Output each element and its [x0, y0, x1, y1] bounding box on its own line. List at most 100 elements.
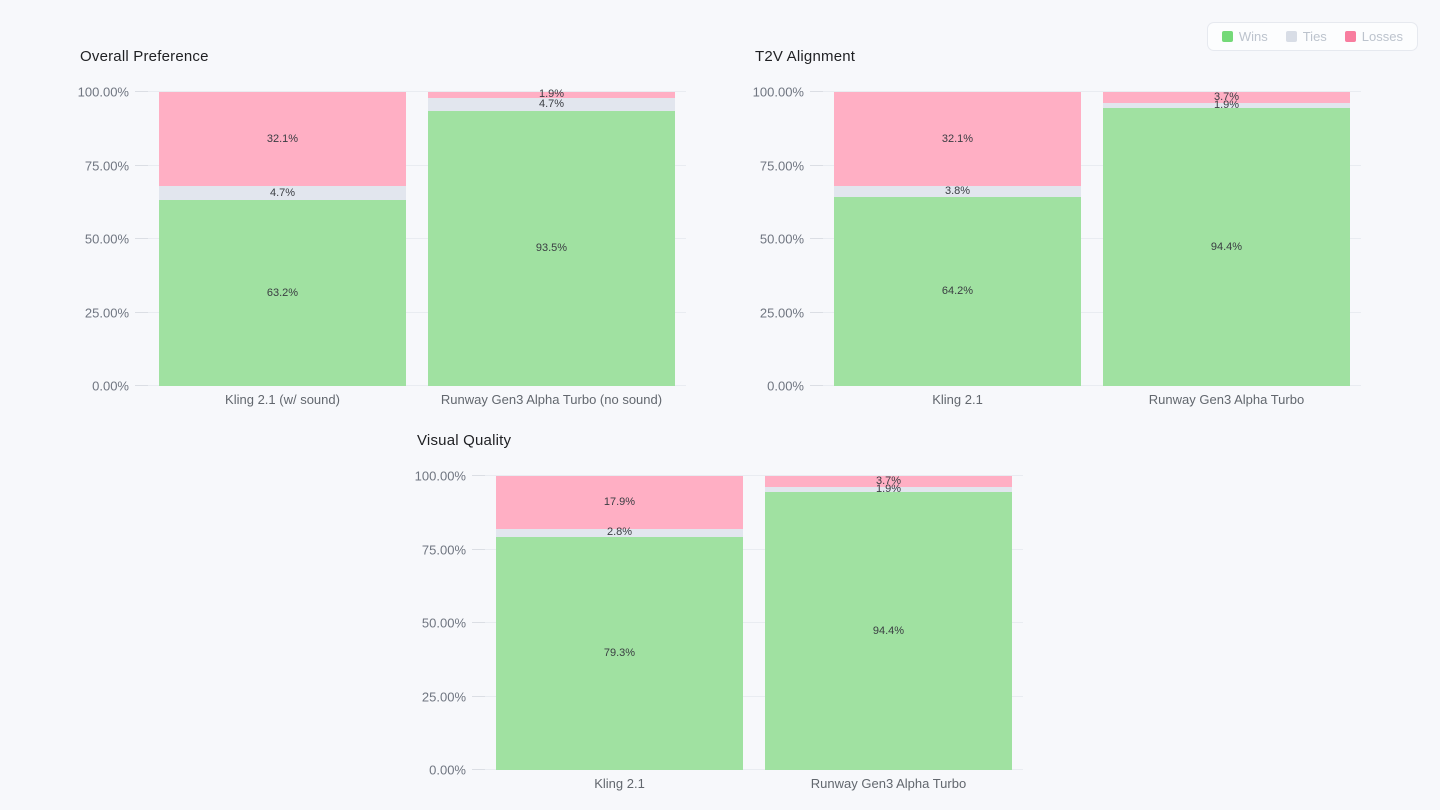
gridline [148, 385, 686, 386]
bar-slots: 32.1% 4.7% 63.2% 1.9% 4.7% 93.5% [148, 89, 686, 386]
gridline [823, 385, 1361, 386]
bar-slot: 3.7% 1.9% 94.4% [754, 474, 1023, 770]
y-axis-tick [472, 769, 485, 770]
chart-t2v-alignment: T2V Alignment 0.00% 25.00% 50.00% 75.00% 100… [735, 48, 1361, 407]
legend-label-ties: Ties [1302, 29, 1327, 44]
segment-value-label: 64.2% [941, 285, 974, 298]
legend-item-ties[interactable]: Ties [1285, 29, 1327, 44]
segment-value-label: 32.1% [941, 132, 974, 145]
category-label: Kling 2.1 (w/ sound) [225, 392, 340, 407]
y-axis-tick-label: 100.00% [77, 84, 129, 100]
bar-segment-losses[interactable]: 32.1% [158, 92, 407, 187]
y-axis-tick-label: 75.00% [421, 542, 466, 557]
stacked-bar: 1.9% 4.7% 93.5% [427, 89, 676, 386]
gridline [148, 238, 686, 239]
y-axis-tick-label: 100.00% [414, 468, 466, 484]
y-axis-tick [135, 238, 148, 239]
x-axis-labels: Kling 2.1 Runway Gen3 Alpha Turbo [485, 776, 1023, 791]
bar-segment-ties[interactable]: 2.8% [495, 527, 744, 538]
bar-segment-ties[interactable]: 4.7% [158, 186, 407, 201]
bar-slots: 17.9% 2.8% 79.3% 3.7% 1.9% 94.4% [485, 474, 1023, 770]
y-axis-tick-label: 50.00% [421, 615, 466, 631]
bar-segment-wins[interactable]: 63.2% [158, 200, 407, 386]
segment-value-label: 4.7% [269, 186, 296, 199]
category-label: Runway Gen3 Alpha Turbo [810, 776, 967, 791]
legend-label-wins: Wins [1238, 29, 1268, 44]
gridline [148, 91, 686, 92]
gridline [485, 548, 1023, 550]
gridline [485, 475, 1023, 476]
legend-item-losses[interactable]: Losses [1344, 29, 1403, 44]
gridline [823, 238, 1361, 239]
segment-value-label: 3.7% [875, 474, 902, 487]
bar-slot: 32.1% 3.8% 64.2% [823, 92, 1092, 386]
bar-segment-losses[interactable]: 17.9% [495, 476, 744, 529]
chart-title: T2V Alignment [755, 48, 856, 65]
bar-segment-losses[interactable]: 32.1% [833, 92, 1082, 187]
stacked-bar: 3.7% 1.9% 94.4% [1102, 90, 1351, 386]
y-axis-tick [472, 622, 485, 623]
segment-value-label: 17.9% [603, 495, 636, 508]
segment-value-label: 94.4% [872, 624, 905, 637]
category-label: Kling 2.1 [594, 776, 645, 791]
gridline [148, 311, 686, 313]
segment-value-label: 79.3% [603, 646, 636, 659]
segment-value-label: 32.1% [266, 132, 299, 145]
bar-slot: 1.9% 4.7% 93.5% [417, 89, 686, 386]
y-axis-tick-label: 0.00% [767, 378, 804, 394]
y-axis-tick [135, 385, 148, 386]
bar-segment-losses[interactable]: 3.7% [1102, 90, 1351, 103]
bar-slot: 17.9% 2.8% 79.3% [485, 476, 754, 770]
segment-value-label: 63.2% [266, 286, 299, 299]
y-axis-tick [810, 238, 823, 239]
y-axis-tick-label: 50.00% [759, 231, 804, 247]
bar-segment-wins[interactable]: 94.4% [1102, 108, 1351, 386]
legend-label-losses: Losses [1361, 29, 1403, 44]
gridline [485, 769, 1023, 770]
ties-swatch-icon [1285, 31, 1297, 42]
y-axis-tick-label: 75.00% [84, 158, 129, 173]
category-label: Runway Gen3 Alpha Turbo (no sound) [440, 392, 663, 407]
y-axis-tick [810, 164, 823, 166]
plot-area: 0.00% 25.00% 50.00% 75.00% 100.00% 32.1% 4.7% 6… [78, 85, 686, 394]
plot-area: 0.00% 25.00% 50.00% 75.00% 100.00% 32.1% 3.8% 6… [753, 85, 1361, 394]
chart-overall-preference: Overall Preference 0.00% 25.00% 50.00% 75.0… [60, 48, 686, 407]
stacked-bar: 17.9% 2.8% 79.3% [495, 476, 744, 770]
gridline [823, 91, 1361, 92]
legend-item-wins[interactable]: Wins [1221, 29, 1268, 44]
y-axis-tick-label: 25.00% [84, 305, 129, 320]
y-axis-tick [472, 695, 485, 697]
stacked-bar: 32.1% 4.7% 63.2% [158, 92, 407, 386]
y-axis-tick-label: 0.00% [92, 378, 129, 394]
bar-slots: 32.1% 3.8% 64.2% 3.7% 1.9% 94.4% [823, 90, 1361, 386]
y-axis-tick-label: 50.00% [84, 231, 129, 247]
segment-value-label: 93.5% [535, 242, 568, 255]
category-label: Runway Gen3 Alpha Turbo [1148, 392, 1305, 407]
y-axis-tick [810, 311, 823, 313]
bar-segment-wins[interactable]: 93.5% [427, 111, 676, 386]
category-label: Kling 2.1 [932, 392, 983, 407]
wins-swatch-icon [1221, 31, 1233, 42]
segment-value-label: 4.7% [538, 97, 565, 110]
chart-title: Visual Quality [417, 432, 512, 449]
gridline [485, 622, 1023, 623]
bar-segment-ties[interactable]: 4.7% [427, 97, 676, 112]
plot-area: 0.00% 25.00% 50.00% 75.00% 100.00% 17.9% 2.8% 7… [415, 469, 1023, 778]
y-axis-tick-label: 0.00% [429, 762, 466, 778]
segment-value-label: 94.4% [1210, 240, 1243, 253]
bar-segment-ties[interactable]: 3.8% [833, 186, 1082, 198]
y-axis-tick [135, 164, 148, 166]
y-axis-tick [135, 311, 148, 313]
x-axis-labels: Kling 2.1 Runway Gen3 Alpha Turbo [823, 392, 1361, 407]
y-axis-tick-label: 100.00% [752, 84, 804, 100]
bar-segment-wins[interactable]: 94.4% [764, 492, 1013, 770]
bar-segment-wins[interactable]: 79.3% [495, 536, 744, 770]
y-axis-tick [472, 475, 485, 476]
y-axis-tick [135, 91, 148, 92]
y-axis-tick-label: 25.00% [759, 305, 804, 320]
segment-value-label: 3.7% [1213, 90, 1240, 103]
bar-segment-losses[interactable]: 3.7% [764, 474, 1013, 487]
bar-segment-wins[interactable]: 64.2% [833, 197, 1082, 386]
y-axis-tick-label: 25.00% [421, 689, 466, 704]
bar-slot: 3.7% 1.9% 94.4% [1092, 90, 1361, 386]
